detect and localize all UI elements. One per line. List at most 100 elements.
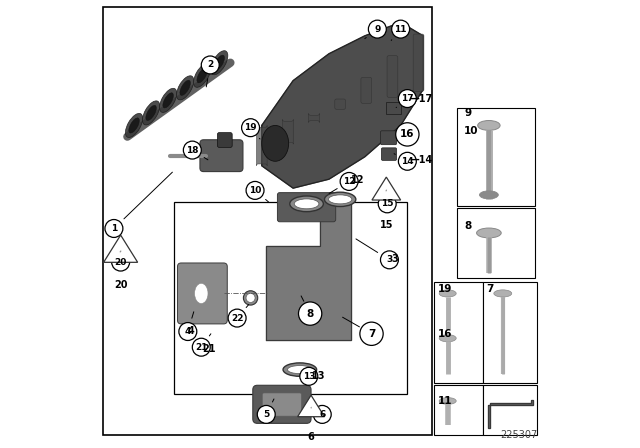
Text: 7: 7 [368, 329, 375, 339]
Text: 15: 15 [381, 199, 394, 208]
Text: 12: 12 [343, 177, 355, 186]
Ellipse shape [477, 121, 500, 130]
Ellipse shape [479, 191, 499, 199]
Ellipse shape [494, 290, 512, 297]
Ellipse shape [193, 63, 211, 87]
FancyBboxPatch shape [308, 113, 319, 122]
FancyBboxPatch shape [413, 34, 424, 91]
FancyBboxPatch shape [177, 263, 227, 324]
FancyBboxPatch shape [282, 120, 293, 144]
Circle shape [392, 20, 410, 38]
Polygon shape [104, 235, 138, 263]
Ellipse shape [211, 51, 228, 75]
Text: —14: —14 [410, 155, 433, 165]
Text: 16: 16 [400, 129, 415, 139]
Ellipse shape [290, 196, 323, 212]
Text: 8: 8 [307, 309, 314, 319]
FancyBboxPatch shape [483, 282, 538, 383]
FancyBboxPatch shape [435, 282, 483, 383]
Text: 21: 21 [195, 343, 207, 352]
Text: 11: 11 [394, 25, 407, 34]
FancyBboxPatch shape [381, 148, 397, 160]
Text: 19: 19 [438, 284, 452, 293]
Circle shape [246, 181, 264, 199]
Text: 19: 19 [244, 123, 257, 132]
Circle shape [193, 338, 211, 356]
Ellipse shape [262, 125, 289, 161]
FancyBboxPatch shape [335, 99, 346, 109]
Circle shape [398, 90, 416, 108]
FancyBboxPatch shape [387, 102, 401, 114]
Text: ⚡: ⚡ [310, 406, 312, 410]
FancyBboxPatch shape [457, 208, 535, 278]
Ellipse shape [163, 93, 173, 108]
Circle shape [179, 323, 197, 340]
Ellipse shape [197, 68, 207, 83]
Ellipse shape [129, 118, 140, 133]
Ellipse shape [246, 293, 255, 302]
Text: 7: 7 [486, 284, 494, 293]
Ellipse shape [243, 291, 258, 305]
Ellipse shape [180, 80, 191, 95]
Text: 8: 8 [464, 221, 472, 231]
Circle shape [340, 172, 358, 190]
FancyBboxPatch shape [218, 133, 232, 147]
Text: 20: 20 [114, 280, 127, 290]
Text: ⚡: ⚡ [119, 250, 122, 254]
Circle shape [369, 20, 387, 38]
Circle shape [314, 405, 332, 423]
FancyBboxPatch shape [262, 393, 301, 416]
Text: 9: 9 [374, 25, 381, 34]
FancyBboxPatch shape [457, 108, 535, 206]
Text: 6: 6 [319, 410, 325, 419]
Text: 17: 17 [401, 94, 413, 103]
Ellipse shape [146, 105, 156, 121]
Circle shape [201, 56, 219, 74]
Polygon shape [372, 177, 401, 200]
Ellipse shape [287, 366, 312, 374]
Text: 11: 11 [438, 396, 452, 406]
Ellipse shape [439, 335, 456, 342]
Text: 9: 9 [464, 108, 472, 118]
Text: 10: 10 [249, 186, 261, 195]
Polygon shape [184, 271, 220, 316]
Text: ⚡: ⚡ [385, 189, 388, 193]
Polygon shape [488, 400, 533, 428]
FancyBboxPatch shape [103, 7, 432, 435]
Text: 16: 16 [438, 329, 452, 339]
Text: 5: 5 [263, 410, 269, 419]
Text: 4: 4 [185, 327, 191, 336]
Circle shape [398, 152, 416, 170]
Circle shape [112, 253, 130, 271]
Text: 13: 13 [312, 371, 325, 381]
Circle shape [360, 322, 383, 345]
Text: 18: 18 [186, 146, 198, 155]
Text: 10: 10 [464, 126, 479, 136]
Text: 225307: 225307 [500, 430, 538, 440]
Ellipse shape [125, 113, 143, 138]
Text: 12: 12 [351, 175, 365, 185]
Ellipse shape [283, 363, 317, 376]
Text: —17: —17 [410, 94, 433, 103]
FancyBboxPatch shape [257, 125, 267, 166]
Ellipse shape [477, 228, 501, 238]
Circle shape [378, 195, 396, 213]
FancyBboxPatch shape [253, 385, 311, 423]
FancyBboxPatch shape [380, 131, 397, 145]
Ellipse shape [195, 284, 208, 304]
Polygon shape [266, 202, 351, 340]
Ellipse shape [328, 195, 352, 204]
Circle shape [300, 367, 317, 385]
Circle shape [396, 123, 419, 146]
Circle shape [242, 119, 260, 137]
Ellipse shape [294, 199, 319, 209]
Text: 1: 1 [111, 224, 117, 233]
Circle shape [257, 405, 275, 423]
Text: 6: 6 [308, 432, 314, 442]
Ellipse shape [159, 88, 177, 112]
Ellipse shape [143, 101, 160, 125]
Text: 3: 3 [387, 255, 392, 264]
Ellipse shape [439, 398, 456, 404]
Polygon shape [298, 395, 324, 417]
FancyBboxPatch shape [435, 385, 483, 435]
